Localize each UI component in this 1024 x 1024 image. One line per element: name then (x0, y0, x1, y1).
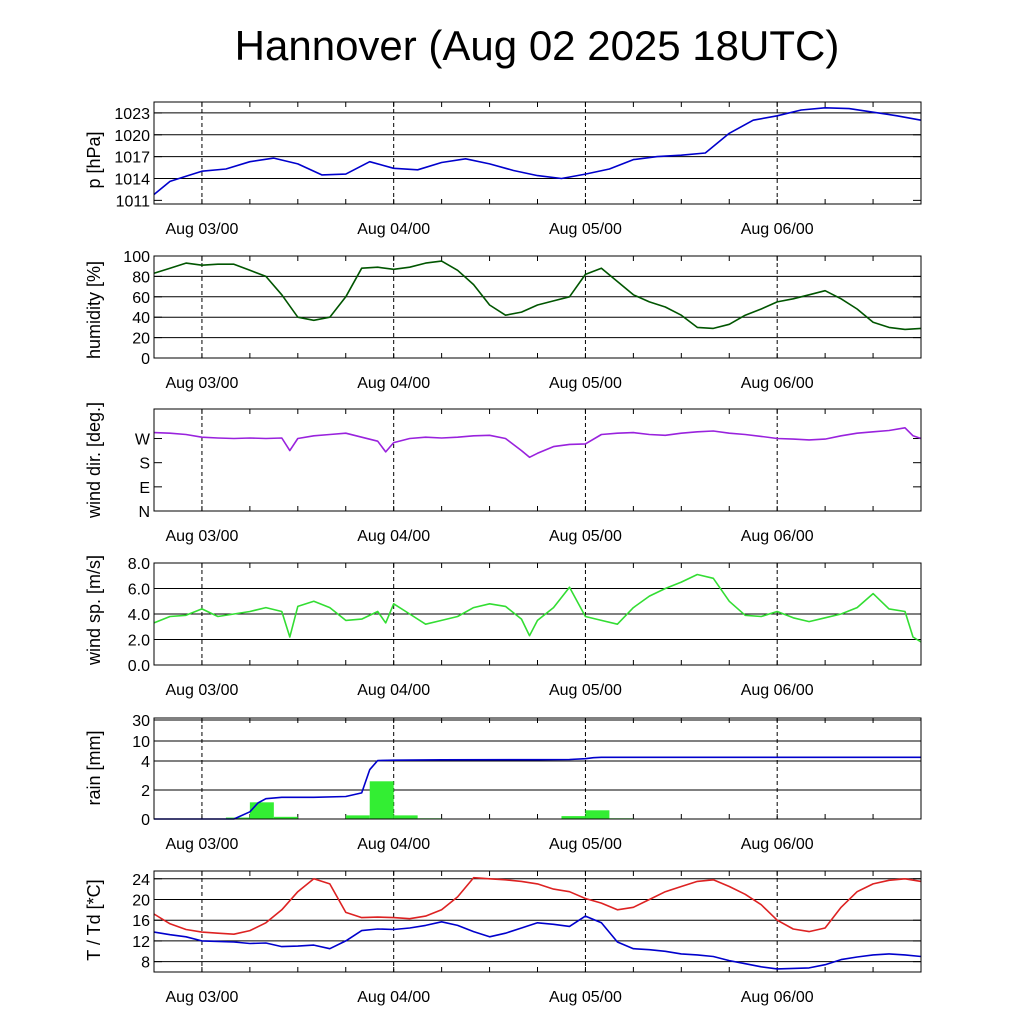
temperature-x-tick-label: Aug 04/00 (357, 989, 430, 1006)
temperature-y-tick-label: 12 (132, 934, 150, 951)
rain-x-tick-label: Aug 06/00 (741, 836, 814, 853)
wind_speed-y-tick-label: 0.0 (128, 658, 150, 675)
rain-bar (585, 810, 610, 819)
wind_direction-y-tick-label: N (138, 504, 150, 521)
rain-x-tick-label: Aug 04/00 (357, 836, 430, 853)
wind_direction-y-axis-label: wind dir. [deg.] (84, 402, 104, 519)
rain-y-axis-label: rain [mm] (84, 730, 104, 805)
rain-x-tick-label: Aug 03/00 (165, 836, 238, 853)
temperature-x-tick-label: Aug 05/00 (549, 989, 622, 1006)
wind_speed-x-tick-label: Aug 05/00 (549, 682, 622, 699)
humidity-x-tick-label: Aug 04/00 (357, 375, 430, 392)
wind_speed-frame (153, 562, 922, 666)
pressure-x-tick-label: Aug 03/00 (165, 221, 238, 238)
rain-x-tick-label: Aug 05/00 (549, 836, 622, 853)
rain-bar (345, 815, 370, 819)
pressure-y-tick-label: 1014 (114, 172, 150, 189)
temperature-x-tick-label: Aug 06/00 (741, 989, 814, 1006)
wind_direction-y-tick-label: S (139, 456, 150, 473)
pressure-x-tick-label: Aug 05/00 (549, 221, 622, 238)
humidity-x-tick-label: Aug 03/00 (165, 375, 238, 392)
wind_speed-y-tick-label: 2.0 (128, 633, 150, 650)
wind_direction-frame (153, 408, 922, 512)
temperature-y-tick-label: 20 (132, 892, 150, 909)
humidity-y-axis-label: humidity [%] (84, 261, 104, 359)
humidity-y-tick-label: 20 (132, 331, 150, 348)
pressure-series-line-0 (153, 107, 922, 196)
pressure-frame (153, 101, 922, 205)
rain-bar (273, 816, 298, 819)
chart-title: Hannover (Aug 02 2025 18UTC) (234, 22, 840, 69)
rain-bar (393, 815, 418, 819)
humidity-y-tick-label: 100 (123, 249, 150, 266)
wind_speed-y-axis-label: wind sp. [m/s] (84, 555, 104, 666)
wind_speed-x-tick-label: Aug 04/00 (357, 682, 430, 699)
wind_direction-x-tick-label: Aug 06/00 (741, 528, 814, 545)
rain-bar (225, 817, 250, 819)
humidity-y-tick-label: 40 (132, 310, 150, 327)
temperature-frame (153, 870, 922, 973)
rain-bar (249, 802, 274, 819)
temperature-series-line-1 (153, 915, 922, 970)
rain-bar (561, 816, 586, 819)
temperature-x-tick-label: Aug 03/00 (165, 989, 238, 1006)
humidity-x-tick-label: Aug 06/00 (741, 375, 814, 392)
humidity-y-tick-label: 0 (141, 351, 150, 368)
humidity-y-tick-label: 80 (132, 269, 150, 286)
pressure-y-tick-label: 1023 (114, 106, 150, 123)
humidity-y-tick-label: 60 (132, 290, 150, 307)
rain-y-tick-label: 4 (141, 754, 150, 771)
wind_direction-x-tick-label: Aug 04/00 (357, 528, 430, 545)
temperature-y-tick-label: 8 (141, 955, 150, 972)
wind_direction-x-tick-label: Aug 05/00 (549, 528, 622, 545)
pressure-x-tick-label: Aug 06/00 (741, 221, 814, 238)
temperature-series-line-0 (153, 876, 922, 936)
wind_speed-y-tick-label: 8.0 (128, 556, 150, 573)
pressure-x-tick-label: Aug 04/00 (357, 221, 430, 238)
wind_direction-y-tick-label: W (135, 432, 151, 449)
wind_speed-x-tick-label: Aug 03/00 (165, 682, 238, 699)
humidity-x-tick-label: Aug 05/00 (549, 375, 622, 392)
pressure-y-tick-label: 1011 (116, 193, 151, 210)
rain-y-tick-label: 2 (141, 783, 150, 800)
wind_speed-y-tick-label: 6.0 (128, 582, 150, 599)
rain-y-tick-label: 10 (132, 734, 150, 751)
wind_direction-series-line-0 (153, 426, 922, 459)
wind_direction-y-tick-label: E (139, 480, 150, 497)
rain-bar (369, 781, 394, 819)
humidity-frame (153, 255, 922, 359)
wind_speed-y-tick-label: 4.0 (128, 607, 150, 624)
temperature-y-tick-label: 24 (132, 872, 150, 889)
wind_direction-x-tick-label: Aug 03/00 (165, 528, 238, 545)
rain-frame (153, 717, 922, 820)
pressure-y-axis-label: p [hPa] (84, 131, 104, 188)
rain-y-tick-label: 30 (132, 713, 150, 730)
pressure-y-tick-label: 1020 (114, 128, 150, 145)
rain-y-tick-label: 0 (141, 812, 150, 829)
pressure-y-tick-label: 1017 (114, 150, 150, 167)
temperature-y-axis-label: T / Td [*C] (84, 879, 104, 960)
rain-series-line-0 (154, 756, 921, 820)
temperature-y-tick-label: 16 (132, 913, 150, 930)
humidity-series-line-0 (153, 260, 922, 331)
wind_speed-series-line-0 (153, 573, 922, 643)
wind_speed-x-tick-label: Aug 06/00 (741, 682, 814, 699)
